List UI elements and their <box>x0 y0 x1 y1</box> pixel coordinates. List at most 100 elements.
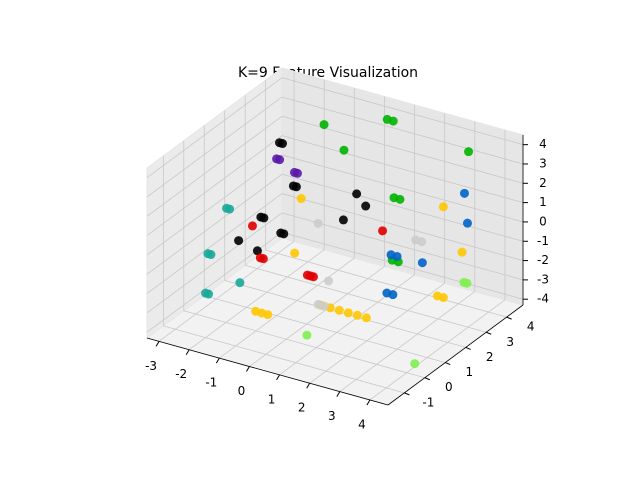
point <box>464 147 474 157</box>
point <box>234 236 244 246</box>
point <box>324 276 334 286</box>
point <box>204 289 214 299</box>
tick-mark <box>506 316 512 320</box>
tick-mark <box>485 331 492 335</box>
grid-line <box>339 291 476 392</box>
point <box>290 248 300 258</box>
point <box>459 188 469 198</box>
grid-line <box>281 135 524 203</box>
point <box>410 359 420 369</box>
point <box>319 301 329 311</box>
x-tick-label: 2 <box>298 401 306 415</box>
grid-line <box>281 231 524 300</box>
x-tick-label: -2 <box>175 367 187 381</box>
point <box>352 189 362 199</box>
point <box>388 290 398 300</box>
point <box>417 237 427 247</box>
point <box>296 194 306 204</box>
point <box>378 226 388 236</box>
point <box>417 258 427 268</box>
y-tick-label: 0 <box>445 380 453 394</box>
z-tick-label: -4 <box>537 292 549 306</box>
tick-mark <box>465 346 471 350</box>
point <box>263 310 273 320</box>
x-tick-label: -1 <box>205 376 217 390</box>
grid-line <box>309 282 445 384</box>
point <box>292 168 302 178</box>
grid-line <box>146 193 283 294</box>
point <box>206 250 216 260</box>
tick-mark <box>366 399 371 406</box>
z-tick-label: -3 <box>537 272 549 286</box>
point <box>361 201 371 211</box>
point <box>438 293 448 303</box>
grid-line <box>146 135 283 236</box>
x-tick-label: -3 <box>145 359 157 373</box>
grid-line <box>249 266 385 367</box>
point <box>462 218 472 228</box>
tick-mark <box>306 382 311 389</box>
z-tick-label: -1 <box>537 234 549 248</box>
x-axis-line <box>146 337 389 406</box>
grid-line <box>245 264 487 333</box>
point <box>308 272 318 282</box>
point <box>258 254 268 264</box>
point <box>457 247 467 257</box>
grid-line <box>265 249 507 318</box>
grid-line <box>146 96 283 198</box>
z-tick-label: 1 <box>539 195 547 209</box>
grid-line <box>146 154 283 256</box>
tick-mark <box>276 374 280 381</box>
chart-title: K=9 Feature Visualization <box>238 65 418 81</box>
point <box>395 194 405 204</box>
point <box>388 116 398 126</box>
grid-line <box>204 295 446 363</box>
grid-line <box>188 249 325 351</box>
y-axis-line <box>387 304 524 406</box>
point <box>313 218 323 228</box>
point <box>247 221 257 231</box>
point <box>339 145 349 155</box>
y-tick-label: 1 <box>465 365 473 379</box>
grid-line <box>183 310 425 379</box>
x-tick-label: 0 <box>238 384 246 398</box>
point <box>343 308 353 318</box>
tick-mark <box>424 377 431 381</box>
grid-line <box>146 173 283 275</box>
point <box>302 330 312 340</box>
grid-line <box>281 154 524 223</box>
y-tick-label: -1 <box>422 395 434 409</box>
z-tick-label: -2 <box>537 253 549 267</box>
tick-mark <box>215 357 220 364</box>
tick-mark <box>155 341 160 347</box>
point <box>252 246 262 256</box>
y-tick-label: 3 <box>506 335 514 349</box>
grid-line <box>281 193 524 261</box>
grid-line <box>163 325 405 394</box>
point <box>361 313 371 323</box>
tick-mark <box>185 349 190 355</box>
point <box>438 202 448 212</box>
point <box>291 182 301 192</box>
tick-mark <box>404 392 410 396</box>
point <box>334 305 344 315</box>
x-tick-label: 3 <box>328 409 336 423</box>
point <box>235 278 245 288</box>
point <box>319 120 329 130</box>
point <box>392 251 402 261</box>
x-tick-label: 4 <box>358 417 366 431</box>
point <box>278 139 288 149</box>
grid-line <box>158 241 295 342</box>
grid-line <box>146 212 283 314</box>
point <box>259 213 269 223</box>
point <box>462 278 472 288</box>
z-tick-label: 2 <box>539 176 547 190</box>
z-tick-label: 4 <box>539 137 547 151</box>
point <box>352 310 362 320</box>
x-tick-label: 1 <box>268 392 276 406</box>
grid-line <box>146 77 283 178</box>
grid-line <box>146 115 283 217</box>
point <box>279 229 289 239</box>
tick-mark <box>336 391 341 397</box>
